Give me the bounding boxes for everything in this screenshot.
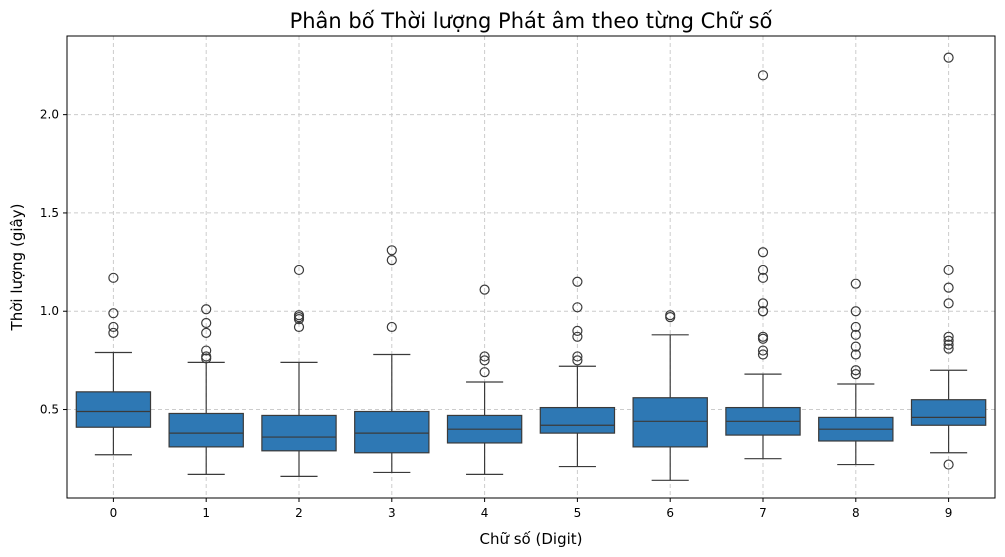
outlier-point xyxy=(201,327,212,338)
outlier-point xyxy=(572,331,583,342)
outlier-point xyxy=(850,365,861,376)
iqr-box xyxy=(168,412,244,448)
outlier-point xyxy=(943,52,954,63)
box-group-digit-2 xyxy=(261,264,337,477)
x-tick-label: 2 xyxy=(295,506,303,520)
outlier-point xyxy=(943,298,954,309)
outlier-point xyxy=(850,369,861,380)
outlier-point xyxy=(757,70,769,81)
outlier-point xyxy=(479,367,490,378)
outlier-point xyxy=(943,264,954,276)
outlier-point xyxy=(293,321,305,333)
outlier-point xyxy=(293,310,305,321)
grid-layer xyxy=(67,36,995,498)
outlier-point xyxy=(757,331,769,342)
x-tick-label: 3 xyxy=(388,506,396,520)
outlier-point xyxy=(201,317,212,329)
outlier-point xyxy=(757,298,769,309)
outlier-point xyxy=(665,310,676,321)
outlier-point xyxy=(850,321,861,333)
tick-layer: 0 1 2 3 4 5 6 7 8 9 0.5 1.0 1.5 2.0 xyxy=(40,108,953,520)
outlier-point xyxy=(850,278,861,289)
x-tick-label: 8 xyxy=(852,506,860,520)
outlier-point xyxy=(850,306,861,317)
y-tick-label: 1.5 xyxy=(40,206,59,220)
outlier-point xyxy=(757,247,769,258)
outlier-point xyxy=(201,304,212,315)
box-group-digit-6 xyxy=(632,310,708,481)
x-tick-label: 7 xyxy=(759,506,767,520)
outlier-point xyxy=(479,355,490,366)
iqr-box xyxy=(910,399,987,426)
box-group-digit-4 xyxy=(446,284,523,476)
outlier-point xyxy=(108,321,119,333)
x-tick-label: 9 xyxy=(945,506,953,520)
outlier-point xyxy=(386,321,397,333)
outlier-point xyxy=(108,272,119,283)
box-group-digit-7 xyxy=(725,70,801,460)
outlier-point xyxy=(386,245,397,256)
iqr-box xyxy=(261,414,337,452)
y-axis-label: Thời lượng (giây) xyxy=(8,204,26,332)
x-tick-label: 0 xyxy=(110,506,118,520)
box-group-digit-9 xyxy=(910,52,987,470)
y-tick-label: 2.0 xyxy=(40,108,59,122)
iqr-box xyxy=(632,397,708,448)
outlier-point xyxy=(943,282,954,293)
outlier-point xyxy=(757,272,769,283)
x-tick-label: 6 xyxy=(666,506,674,520)
box-layer xyxy=(75,52,987,481)
box-group-digit-1 xyxy=(168,304,244,476)
outlier-point xyxy=(572,355,583,366)
outlier-point xyxy=(572,351,583,362)
outlier-point xyxy=(757,349,769,360)
outlier-point xyxy=(108,308,119,319)
outlier-point xyxy=(943,343,954,354)
y-tick-label: 1.0 xyxy=(40,304,59,318)
x-tick-label: 4 xyxy=(481,506,489,520)
box-group-digit-0 xyxy=(75,272,152,456)
iqr-box xyxy=(354,410,430,454)
outlier-point xyxy=(850,349,861,360)
outlier-point xyxy=(757,264,769,276)
outlier-point xyxy=(479,284,490,295)
chart-title: Phân bố Thời lượng Phát âm theo từng Chữ… xyxy=(290,9,773,33)
plot-frame xyxy=(66,35,996,499)
outlier-point xyxy=(386,255,397,266)
outlier-point xyxy=(572,276,583,287)
outlier-point xyxy=(201,345,212,356)
outlier-point xyxy=(943,459,954,470)
outlier-point xyxy=(757,345,769,356)
outlier-point xyxy=(943,339,954,350)
iqr-box xyxy=(75,391,152,428)
x-tick-label: 5 xyxy=(574,506,582,520)
x-axis-label: Chữ số (Digit) xyxy=(479,530,582,548)
outlier-point xyxy=(479,351,490,362)
box-group-digit-3 xyxy=(354,245,430,474)
outlier-point xyxy=(293,264,305,276)
outlier-point xyxy=(943,331,954,342)
outlier-point xyxy=(850,341,861,352)
box-group-digit-8 xyxy=(818,278,894,466)
iqr-box xyxy=(539,406,616,434)
outlier-point xyxy=(850,329,861,340)
outlier-point xyxy=(572,325,583,336)
outlier-point xyxy=(943,335,954,346)
outlier-point xyxy=(757,306,769,317)
y-tick-label: 0.5 xyxy=(40,403,59,417)
x-tick-label: 1 xyxy=(202,506,210,520)
outlier-point xyxy=(572,302,583,313)
box-group-digit-5 xyxy=(539,276,616,468)
outlier-point xyxy=(108,327,119,338)
outlier-point xyxy=(201,351,212,362)
